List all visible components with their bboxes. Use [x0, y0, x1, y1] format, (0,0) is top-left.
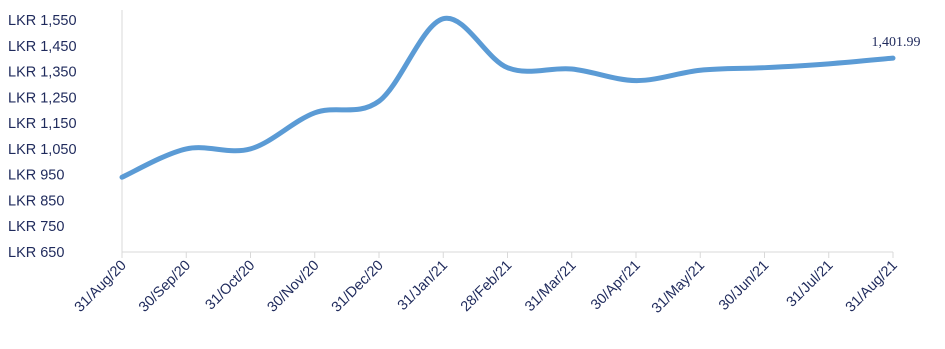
data-point: [184, 146, 189, 151]
data-point: [891, 56, 896, 61]
series-layer: [119, 16, 896, 180]
y-tick-label: LKR 1,350: [8, 65, 77, 81]
data-point: [312, 110, 317, 115]
data-point: [634, 78, 639, 83]
y-tick-label: LKR 750: [8, 219, 64, 235]
x-tick-label: 30/Nov/20: [265, 258, 323, 316]
x-tick-label: 28/Feb/21: [458, 258, 515, 315]
x-tick-label: 31/Mar/21: [522, 258, 579, 315]
data-point: [248, 146, 253, 151]
x-tick-label: 31/Dec/20: [329, 258, 387, 316]
x-tick-label: 30/Jun/21: [716, 258, 772, 314]
y-tick-label: LKR 1,450: [8, 39, 77, 55]
x-tick-label: 31/Aug/21: [843, 258, 901, 316]
y-axis-ticks: LKR 650 LKR 750 LKR 850 LKR 950 LKR 1,050 LKR…: [8, 13, 77, 261]
y-tick-label: LKR 950: [8, 168, 64, 184]
data-point: [698, 68, 703, 73]
y-tick-label: LKR 1,150: [8, 116, 77, 132]
x-tick-label: 31/Jul/21: [784, 258, 837, 311]
y-tick-label: LKR 1,550: [8, 13, 77, 29]
x-tick-label: 31/May/21: [649, 258, 708, 317]
x-tick-label: 31/Jan/21: [395, 258, 451, 314]
axes: [121, 10, 893, 253]
y-tick-label: LKR 850: [8, 193, 64, 209]
data-point: [120, 175, 125, 180]
data-labels: 1,401.99: [872, 35, 921, 50]
data-label-last: 1,401.99: [872, 35, 921, 50]
x-tick-label: 31/Aug/20: [72, 258, 130, 316]
y-tick-label: LKR 650: [8, 245, 64, 261]
x-tick-label: 30/Sep/20: [136, 258, 194, 316]
y-tick-label: LKR 1,050: [8, 142, 77, 158]
y-tick-label: LKR 1,250: [8, 90, 77, 106]
data-point: [569, 66, 574, 71]
x-axis-ticks: 31/Aug/20 30/Sep/20 31/Oct/20 30/Nov/20 31/D…: [72, 252, 901, 317]
data-point: [377, 99, 382, 104]
data-point: [441, 16, 446, 21]
x-tick-label: 31/Oct/20: [203, 258, 259, 314]
series-line: [119, 16, 896, 180]
x-tick-label: 30/Apr/21: [588, 258, 644, 314]
data-point: [762, 65, 767, 70]
data-point: [826, 61, 831, 66]
data-point: [505, 65, 510, 70]
